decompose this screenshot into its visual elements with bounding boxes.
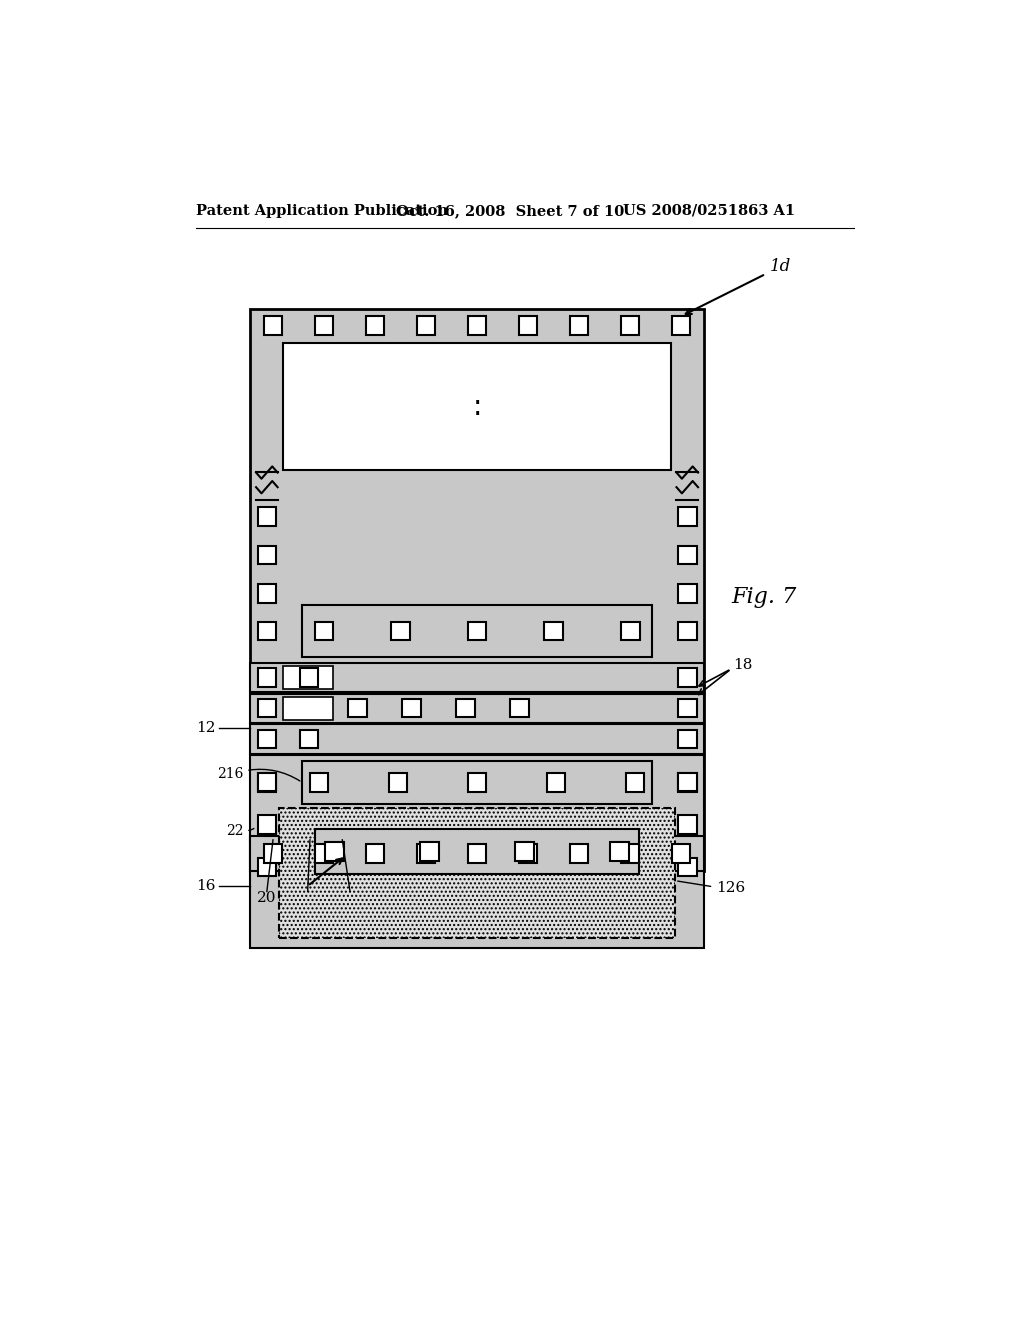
- Bar: [314, 845, 333, 863]
- Text: Patent Application Publication: Patent Application Publication: [196, 203, 449, 218]
- Bar: [258, 858, 276, 876]
- Bar: [672, 317, 690, 335]
- Text: US 2008/0251863 A1: US 2008/0251863 A1: [624, 203, 796, 218]
- Bar: [250, 693, 705, 723]
- Bar: [258, 545, 276, 564]
- Bar: [569, 845, 589, 863]
- Bar: [250, 309, 705, 871]
- Text: Oct. 16, 2008  Sheet 7 of 10: Oct. 16, 2008 Sheet 7 of 10: [396, 203, 625, 218]
- Bar: [258, 622, 276, 640]
- Bar: [258, 700, 276, 718]
- Bar: [258, 668, 276, 686]
- Bar: [300, 730, 318, 748]
- Bar: [545, 622, 563, 640]
- Bar: [678, 858, 696, 876]
- Text: 22: 22: [226, 824, 244, 838]
- Text: 18: 18: [733, 659, 753, 672]
- Bar: [300, 668, 318, 686]
- Bar: [420, 842, 439, 861]
- Bar: [391, 622, 410, 640]
- Bar: [250, 755, 705, 840]
- Bar: [672, 845, 690, 863]
- Bar: [417, 845, 435, 863]
- Bar: [519, 845, 538, 863]
- Bar: [314, 317, 333, 335]
- Bar: [264, 845, 283, 863]
- Bar: [366, 317, 384, 335]
- Bar: [250, 663, 705, 692]
- Bar: [264, 317, 283, 335]
- Bar: [468, 317, 486, 335]
- Bar: [610, 842, 629, 861]
- Text: 20: 20: [257, 891, 276, 904]
- Bar: [519, 317, 538, 335]
- Text: 216: 216: [217, 767, 244, 781]
- Bar: [547, 774, 565, 792]
- Bar: [468, 845, 486, 863]
- Text: Fig. 7: Fig. 7: [731, 586, 797, 609]
- Bar: [366, 845, 384, 863]
- Bar: [283, 665, 333, 689]
- Bar: [678, 545, 696, 564]
- Bar: [302, 762, 652, 804]
- Text: :: :: [472, 393, 481, 421]
- Bar: [389, 774, 408, 792]
- Text: 22: 22: [340, 891, 359, 904]
- Bar: [515, 842, 534, 861]
- Bar: [678, 730, 696, 748]
- Bar: [417, 317, 435, 335]
- Text: 16: 16: [196, 879, 215, 894]
- Bar: [310, 774, 329, 792]
- Text: 116: 116: [293, 891, 323, 904]
- Bar: [348, 700, 367, 718]
- Bar: [678, 816, 696, 834]
- Bar: [621, 845, 639, 863]
- Bar: [678, 774, 696, 792]
- Text: 126: 126: [716, 882, 745, 895]
- Bar: [678, 668, 696, 686]
- Bar: [250, 725, 705, 754]
- Bar: [258, 816, 276, 834]
- Bar: [621, 622, 640, 640]
- Bar: [258, 730, 276, 748]
- Bar: [302, 605, 652, 657]
- Bar: [258, 507, 276, 525]
- Bar: [468, 622, 486, 640]
- Bar: [315, 829, 639, 874]
- Bar: [678, 622, 696, 640]
- Bar: [468, 774, 486, 792]
- Bar: [258, 585, 276, 603]
- Text: 1d: 1d: [770, 257, 791, 275]
- Bar: [283, 343, 671, 470]
- Bar: [258, 774, 276, 792]
- Bar: [678, 585, 696, 603]
- Bar: [250, 840, 705, 948]
- Bar: [621, 317, 639, 335]
- Bar: [258, 774, 276, 792]
- Bar: [678, 700, 696, 718]
- Bar: [457, 700, 475, 718]
- Bar: [402, 700, 421, 718]
- Bar: [510, 700, 528, 718]
- Bar: [678, 507, 696, 525]
- Bar: [326, 842, 344, 861]
- Bar: [283, 697, 333, 719]
- Bar: [250, 836, 705, 871]
- Bar: [626, 774, 644, 792]
- Bar: [678, 774, 696, 792]
- Bar: [569, 317, 589, 335]
- Text: 12: 12: [196, 721, 215, 735]
- Bar: [280, 808, 675, 939]
- Bar: [314, 622, 333, 640]
